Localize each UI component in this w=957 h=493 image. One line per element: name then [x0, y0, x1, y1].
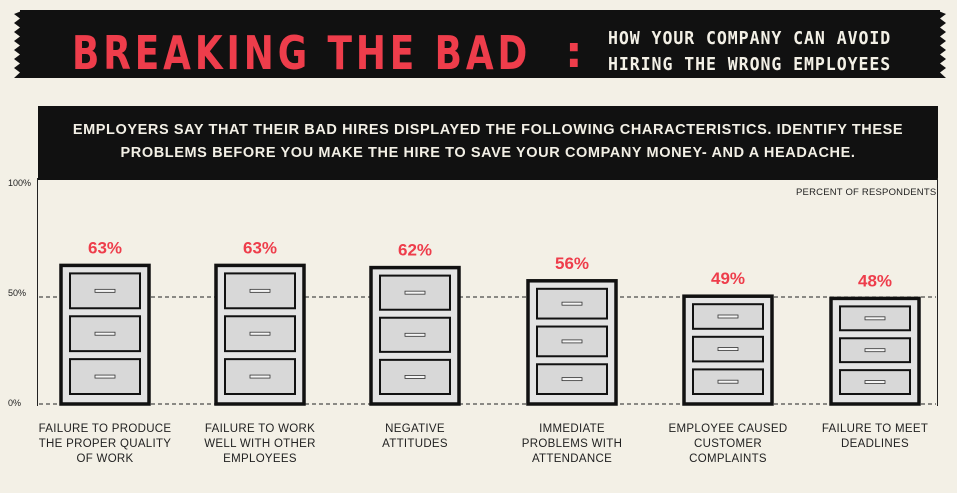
- drawer-handle: [561, 377, 583, 382]
- category-label: OF WORK: [76, 453, 133, 465]
- category-label: ATTITUDES: [382, 438, 448, 450]
- bar-value-label: 49%: [711, 269, 745, 288]
- category-label: EMPLOYEE CAUSED: [669, 423, 788, 435]
- drawer-handle: [94, 374, 116, 379]
- banner-zigzag-edge-right: [936, 10, 946, 78]
- drawer-handle: [249, 288, 271, 293]
- page-subtitle-line-1: HOW YOUR COMPANY CAN AVOID: [608, 28, 892, 49]
- drawer-handle: [249, 374, 271, 379]
- page-title: BREAKING THE BAD: [72, 26, 532, 80]
- category-label: FAILURE TO PRODUCE: [39, 423, 172, 435]
- bar-value-label: 63%: [243, 238, 277, 257]
- drawer-handle: [717, 379, 739, 384]
- intro-text-line-2: PROBLEMS BEFORE YOU MAKE THE HIRE TO SAV…: [120, 145, 856, 161]
- category-label: FAILURE TO WORK: [205, 423, 315, 435]
- intro-text-line-1: EMPLOYERS SAY THAT THEIR BAD HIRES DISPL…: [72, 122, 904, 138]
- drawer-handle: [717, 347, 739, 352]
- bar-value-label: 63%: [88, 238, 122, 257]
- drawer-handle: [404, 375, 426, 379]
- category-label: COMPLAINTS: [689, 453, 767, 465]
- bar-value-label: 62%: [398, 241, 432, 260]
- category-label: EMPLOYEES: [223, 453, 297, 465]
- page-subtitle-line-2: HIRING THE WRONG EMPLOYEES: [608, 54, 892, 75]
- category-label: PROBLEMS WITH: [522, 438, 622, 450]
- category-label: DEADLINES: [841, 438, 909, 450]
- bar-value-label: 48%: [858, 271, 892, 290]
- drawer-handle: [561, 339, 583, 344]
- drawer-handle: [864, 348, 886, 353]
- drawer-handle: [717, 314, 739, 319]
- drawer-handle: [94, 288, 116, 293]
- chart-frame: [37, 178, 938, 406]
- category-label: CUSTOMER: [694, 438, 762, 450]
- y-tick-label: 100%: [8, 178, 32, 188]
- drawer-handle: [404, 290, 426, 295]
- category-label: ATTENDANCE: [532, 453, 612, 465]
- category-label: IMMEDIATE: [539, 423, 605, 435]
- bar-value-label: 56%: [555, 254, 589, 273]
- drawer-handle: [561, 301, 583, 306]
- drawer-handle: [404, 332, 426, 337]
- drawer-handle: [249, 331, 271, 336]
- drawer-handle: [864, 380, 886, 384]
- drawer-handle: [94, 331, 116, 336]
- y-tick-label: 0%: [8, 398, 22, 408]
- y-tick-label: 50%: [8, 288, 27, 298]
- title-colon: :: [565, 27, 583, 78]
- category-label: THE PROPER QUALITY: [39, 438, 172, 450]
- category-label: FAILURE TO MEET: [822, 423, 928, 435]
- drawer-handle: [864, 316, 886, 321]
- unit-label: PERCENT OF RESPONDENTS: [796, 187, 937, 198]
- header-banner: BREAKING THE BAD : HOW YOUR COMPANY CAN …: [20, 10, 940, 80]
- category-label: NEGATIVE: [385, 423, 445, 435]
- category-label: WELL WITH OTHER: [204, 438, 315, 450]
- cabinet-drawer: [379, 316, 451, 353]
- intro-box: EMPLOYERS SAY THAT THEIR BAD HIRES DISPL…: [38, 106, 938, 180]
